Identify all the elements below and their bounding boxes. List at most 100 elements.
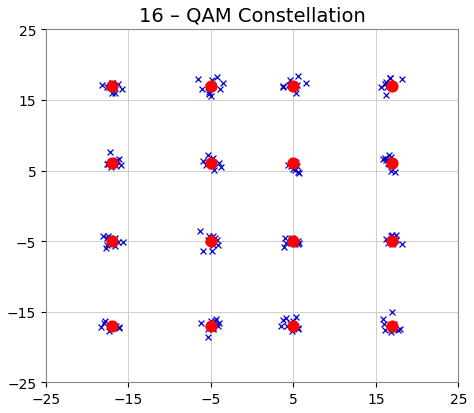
Point	[205, 91, 212, 98]
Point	[280, 244, 287, 250]
Point	[207, 93, 214, 100]
Point	[119, 239, 127, 245]
Point	[283, 323, 291, 329]
Point	[285, 82, 293, 89]
Point	[206, 234, 213, 240]
Point	[213, 74, 221, 81]
Point	[217, 87, 224, 93]
Point	[384, 240, 392, 247]
Point	[209, 233, 217, 240]
Point	[106, 150, 114, 156]
Point	[382, 92, 389, 99]
Point	[388, 329, 395, 335]
Point	[204, 237, 212, 244]
Point	[285, 163, 292, 169]
Point	[208, 248, 215, 255]
Point	[293, 163, 301, 170]
Point	[118, 86, 126, 93]
Point	[294, 325, 301, 331]
Point	[389, 238, 396, 245]
Point	[114, 82, 121, 88]
Point	[116, 157, 123, 163]
Point	[209, 326, 217, 333]
Point	[292, 241, 299, 248]
Point	[103, 235, 111, 242]
Point	[383, 236, 390, 243]
Point	[291, 84, 299, 90]
Point	[377, 85, 385, 91]
Point	[100, 233, 107, 240]
Point	[379, 316, 387, 323]
Point	[286, 77, 294, 84]
Point	[208, 318, 215, 325]
Point	[385, 152, 393, 159]
Point	[207, 323, 215, 329]
Point	[105, 161, 112, 168]
Point	[388, 309, 396, 315]
Point	[111, 235, 119, 242]
Point	[219, 81, 227, 87]
Point	[214, 242, 222, 249]
Point	[101, 318, 109, 325]
Point	[282, 240, 290, 246]
Point	[287, 239, 294, 246]
Point	[386, 76, 394, 83]
Point	[384, 161, 392, 167]
Point	[289, 166, 297, 173]
Point	[290, 323, 297, 329]
Point	[108, 238, 116, 245]
Point	[397, 326, 404, 332]
Point	[387, 169, 394, 175]
Point	[387, 233, 395, 240]
Point	[380, 156, 387, 162]
Point	[387, 84, 394, 91]
Point	[389, 323, 396, 329]
Point	[294, 74, 302, 81]
Point	[289, 318, 297, 324]
Point	[204, 160, 211, 166]
Point	[97, 324, 105, 330]
Point	[292, 167, 299, 174]
Point	[103, 84, 111, 91]
Point	[111, 243, 118, 249]
Point	[211, 318, 219, 325]
Point	[117, 162, 125, 169]
Point	[389, 83, 396, 90]
Point	[196, 228, 204, 235]
Point	[388, 326, 395, 332]
Point	[392, 233, 400, 239]
Point	[105, 328, 112, 334]
Point	[389, 233, 396, 239]
Point	[108, 83, 116, 90]
Point	[108, 323, 116, 329]
Point	[103, 161, 110, 168]
Point	[100, 320, 108, 326]
Point	[292, 314, 300, 320]
Point	[288, 328, 296, 334]
Point	[383, 80, 390, 86]
Point	[389, 161, 396, 167]
Point	[110, 161, 118, 167]
Point	[295, 171, 303, 177]
Point	[115, 239, 122, 245]
Point	[199, 158, 206, 164]
Point	[380, 321, 387, 328]
Point	[294, 170, 301, 176]
Point	[291, 159, 299, 166]
Point	[204, 152, 212, 159]
Point	[382, 157, 390, 164]
Point	[290, 161, 297, 167]
Point	[394, 327, 401, 334]
Point	[287, 164, 295, 171]
Point	[287, 236, 295, 242]
Title: 16 – QAM Constellation: 16 – QAM Constellation	[139, 7, 365, 26]
Point	[290, 83, 297, 90]
Point	[215, 161, 223, 167]
Point	[217, 164, 225, 171]
Point	[212, 316, 219, 323]
Point	[107, 323, 115, 330]
Point	[108, 81, 116, 88]
Point	[108, 320, 116, 327]
Point	[112, 163, 119, 170]
Point	[112, 158, 119, 165]
